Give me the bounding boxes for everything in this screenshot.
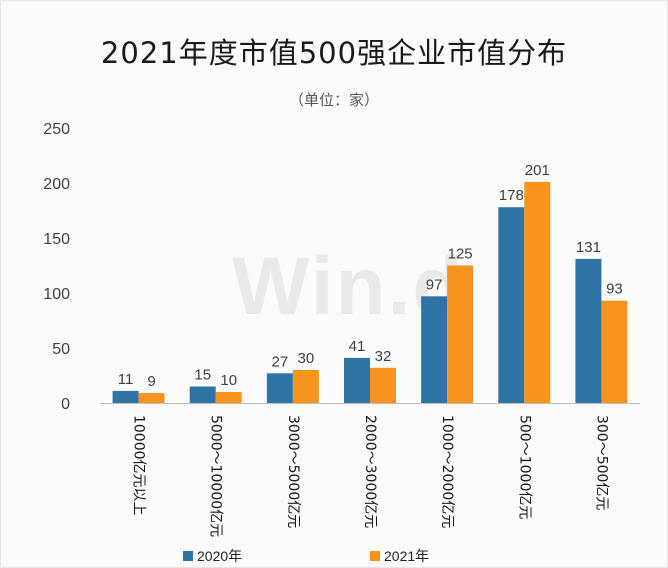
bar-2020	[421, 296, 448, 403]
chart-subtitle: （单位：家）	[288, 91, 379, 109]
legend-swatch-2020	[183, 551, 193, 561]
bar-2021	[292, 370, 319, 403]
data-label: 178	[499, 187, 524, 204]
y-tick-label: 100	[43, 286, 70, 303]
legend-label-2020: 2020年	[197, 548, 243, 564]
data-label: 11	[118, 371, 134, 388]
data-label: 9	[147, 373, 155, 390]
x-tick-label: 1000～2000亿元	[439, 415, 455, 528]
bar-2021	[138, 393, 165, 403]
data-label: 27	[272, 353, 289, 370]
legend-label-2021: 2021年	[384, 548, 430, 564]
bar-2021	[601, 300, 628, 403]
x-tick-label: 2000～3000亿元	[362, 415, 378, 528]
x-tick-label: 10000亿元以上	[131, 415, 147, 516]
bar-chart: 0 50 100 150 200 250 11 9 10000亿元以上 15 10 5000～1000…	[43, 121, 640, 537]
bar-2020	[498, 207, 525, 403]
data-label: 201	[525, 162, 550, 179]
legend-item-2021: 2021年	[370, 546, 429, 566]
y-tick-label: 0	[61, 396, 70, 413]
chart-title: 2021年度市值500强企业市值分布	[100, 36, 568, 70]
legend: 2020年 2021年	[0, 546, 668, 566]
data-label: 15	[194, 367, 211, 384]
bar-2020	[112, 390, 139, 403]
data-label: 30	[298, 350, 315, 367]
data-label: 93	[606, 281, 623, 298]
bar-2021	[524, 181, 551, 403]
legend-item-2020: 2020年	[183, 546, 242, 566]
data-label: 41	[349, 338, 366, 355]
x-tick-label: 500～1000亿元	[516, 415, 532, 519]
y-tick-label: 250	[43, 121, 70, 138]
y-tick-label: 150	[43, 231, 70, 248]
bar-2020	[344, 357, 370, 403]
data-label: 97	[426, 276, 443, 293]
data-label: 125	[448, 246, 473, 263]
bar-2021	[447, 265, 474, 403]
x-tick-label: 300～500亿元	[593, 415, 609, 510]
y-tick-label: 50	[52, 341, 70, 358]
data-label: 131	[576, 239, 601, 256]
x-tick-label: 3000～5000亿元	[285, 415, 301, 528]
bar-2021	[215, 392, 242, 403]
bar-2020	[189, 386, 216, 403]
bar-2020	[266, 373, 293, 403]
x-tick-label: 5000～10000亿元	[208, 415, 224, 537]
bar-2020	[575, 258, 602, 403]
data-label: 32	[375, 348, 392, 365]
bar-2021	[370, 367, 396, 403]
y-tick-label: 200	[43, 176, 70, 193]
legend-swatch-2021	[370, 551, 380, 561]
data-label: 10	[220, 372, 237, 389]
